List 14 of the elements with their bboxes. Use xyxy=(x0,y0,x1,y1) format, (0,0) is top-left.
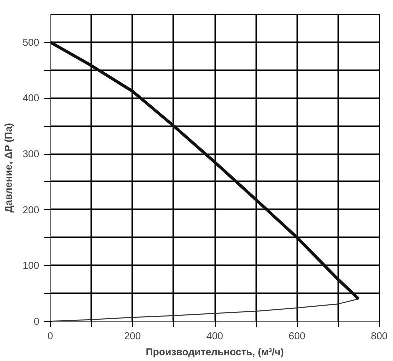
y-tick-label: 100 xyxy=(22,261,40,272)
y-tick-label: 400 xyxy=(22,94,40,105)
y-tick-label: 500 xyxy=(22,38,40,49)
x-tick-label: 600 xyxy=(288,332,306,342)
y-axis-title: Давление, ΔP (Па) xyxy=(4,123,15,213)
y-tick-label: 0 xyxy=(34,317,40,328)
x-tick-label: 800 xyxy=(371,332,388,342)
x-axis-title: Производительность, (м³/ч) xyxy=(146,348,284,358)
x-tick-label: 200 xyxy=(124,332,142,342)
y-tick-label: 200 xyxy=(22,205,40,216)
line-series xyxy=(50,40,360,301)
y-tick-label: 300 xyxy=(22,150,40,161)
x-tick-label: 400 xyxy=(206,332,224,342)
x-tick-label: 0 xyxy=(48,332,54,342)
